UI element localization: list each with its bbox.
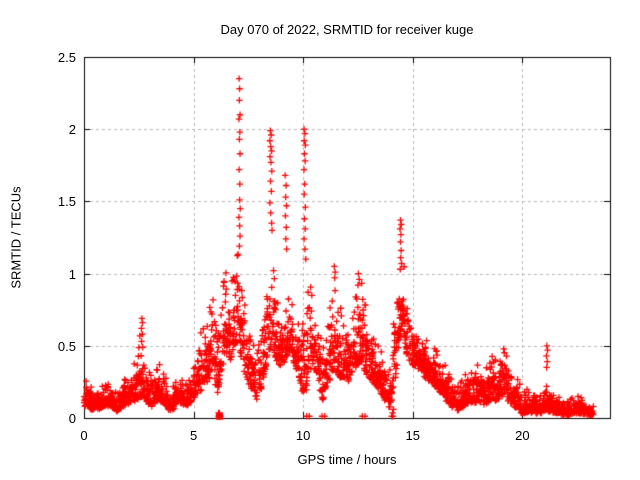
x-tick-label: 0 xyxy=(80,428,88,443)
y-tick-label: 2.5 xyxy=(57,50,76,65)
y-tick-label: 2 xyxy=(68,122,76,138)
chart-title: Day 070 of 2022, SRMTID for receiver kug… xyxy=(220,22,474,37)
x-tick-label: 10 xyxy=(295,428,311,443)
y-tick-label: 0 xyxy=(68,411,76,426)
x-axis-label: GPS time / hours xyxy=(297,452,397,467)
x-tick-label: 5 xyxy=(189,428,198,443)
x-tick-label: 20 xyxy=(515,428,530,443)
y-tick-label: 1.5 xyxy=(57,194,76,210)
x-tick-label: 15 xyxy=(405,428,420,443)
y-axis-label: SRMTID / TECUs xyxy=(8,186,24,289)
y-tick-label: 0.5 xyxy=(57,338,76,354)
y-tick-label: 1 xyxy=(68,266,76,282)
